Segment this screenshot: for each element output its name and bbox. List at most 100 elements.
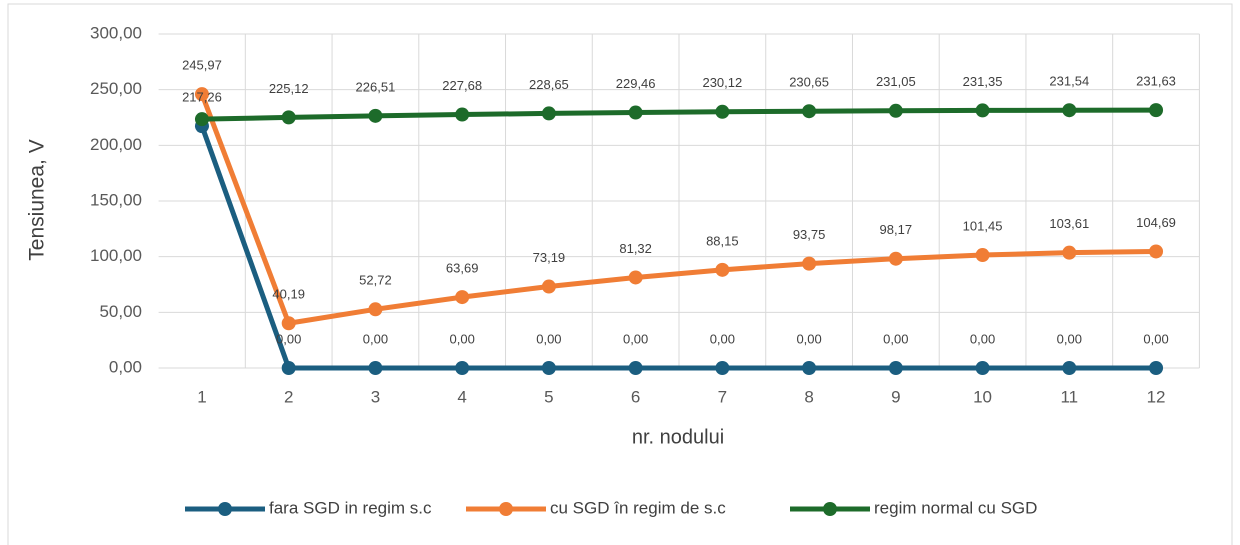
x-tick-label: 6 <box>631 387 640 406</box>
data-point <box>715 262 730 277</box>
x-tick-label: 7 <box>718 387 727 406</box>
x-tick-label: 5 <box>544 387 553 406</box>
data-label: 225,12 <box>269 81 309 96</box>
data-point <box>455 361 470 375</box>
data-point <box>455 107 470 122</box>
y-tick-label: 50,00 <box>99 302 142 321</box>
data-point <box>541 361 556 375</box>
data-point <box>194 87 209 102</box>
data-label: 40,19 <box>272 287 305 302</box>
data-point <box>1149 244 1164 259</box>
data-point <box>455 290 470 305</box>
data-point <box>281 316 296 331</box>
data-label: 231,05 <box>876 74 916 89</box>
legend-label: cu SGD în regim de s.c <box>550 498 726 517</box>
data-label: 73,19 <box>533 250 566 265</box>
data-point <box>1149 103 1164 118</box>
data-label: 0,00 <box>796 331 821 346</box>
data-label: 0,00 <box>623 331 648 346</box>
data-label: 0,00 <box>883 331 908 346</box>
x-tick-label: 11 <box>1060 387 1078 406</box>
data-point <box>802 361 817 375</box>
data-point <box>541 279 556 294</box>
data-label: 63,69 <box>446 261 479 276</box>
data-label: 231,35 <box>963 74 1003 89</box>
data-point <box>1149 361 1164 375</box>
data-point <box>1062 103 1077 118</box>
data-label: 0,00 <box>1057 331 1082 346</box>
data-label: 81,32 <box>619 241 652 256</box>
x-tick-label: 10 <box>973 387 992 406</box>
legend-label: regim normal cu SGD <box>874 498 1037 517</box>
legend-marker <box>218 502 232 516</box>
series-line <box>199 93 1157 326</box>
x-axis-title: nr. nodului <box>632 426 724 448</box>
data-label: 0,00 <box>276 331 301 346</box>
data-point <box>368 302 383 317</box>
data-label: 0,00 <box>363 331 388 346</box>
data-label: 217,26 <box>182 90 222 105</box>
data-point <box>281 110 296 125</box>
y-tick-label: 250,00 <box>90 79 142 98</box>
data-point <box>715 361 730 375</box>
data-point <box>975 103 990 118</box>
data-point <box>368 361 383 375</box>
data-point <box>715 104 730 119</box>
x-tick-label: 4 <box>457 387 466 406</box>
data-label: 101,45 <box>963 218 1003 233</box>
data-point <box>975 248 990 263</box>
data-label: 231,54 <box>1049 74 1089 89</box>
x-tick-label: 3 <box>371 387 380 406</box>
data-point <box>368 108 383 123</box>
legend-marker <box>823 502 837 516</box>
data-label: 230,12 <box>702 75 742 90</box>
data-label: 104,69 <box>1136 215 1176 230</box>
data-label: 228,65 <box>529 77 569 92</box>
data-point <box>802 104 817 119</box>
x-tick-label: 8 <box>804 387 813 406</box>
data-point <box>628 361 643 375</box>
data-label: 229,46 <box>616 76 656 91</box>
data-label: 226,51 <box>356 79 396 94</box>
y-tick-label: 100,00 <box>90 246 142 265</box>
data-point <box>888 251 903 266</box>
data-label: 98,17 <box>880 222 913 237</box>
legend-marker <box>499 502 513 516</box>
x-tick-label: 1 <box>197 387 206 406</box>
data-label: 227,68 <box>442 78 482 93</box>
data-point <box>541 106 556 121</box>
data-point <box>802 256 817 271</box>
data-point <box>628 270 643 285</box>
y-tick-label: 0,00 <box>109 357 142 376</box>
data-label: 0,00 <box>450 331 475 346</box>
data-point <box>975 361 990 375</box>
data-point <box>194 112 209 127</box>
data-point <box>888 103 903 118</box>
data-label: 103,61 <box>1049 216 1089 231</box>
data-point <box>1062 245 1077 260</box>
series-line <box>201 107 1157 122</box>
x-tick-label: 12 <box>1147 387 1166 406</box>
data-label: 93,75 <box>793 227 826 242</box>
data-label: 0,00 <box>536 331 561 346</box>
data-label: 0,00 <box>970 331 995 346</box>
data-point <box>888 361 903 375</box>
data-label: 231,63 <box>1136 74 1176 89</box>
data-point <box>281 361 296 375</box>
data-label: 0,00 <box>1143 331 1168 346</box>
y-tick-label: 200,00 <box>90 135 142 154</box>
data-label: 52,72 <box>359 273 392 288</box>
y-tick-label: 150,00 <box>90 190 142 209</box>
y-axis-title: Tensiunea, V <box>26 139 49 260</box>
data-label: 88,15 <box>706 233 739 248</box>
data-label: 0,00 <box>710 331 735 346</box>
x-tick-label: 2 <box>284 387 293 406</box>
legend-label: fara SGD in regim s.c <box>269 498 432 517</box>
y-tick-label: 300,00 <box>90 23 142 42</box>
data-label: 230,65 <box>789 75 829 90</box>
data-label: 245,97 <box>182 58 222 73</box>
data-point <box>1062 361 1077 375</box>
series-line <box>199 125 1157 371</box>
chart-border <box>7 3 1233 545</box>
